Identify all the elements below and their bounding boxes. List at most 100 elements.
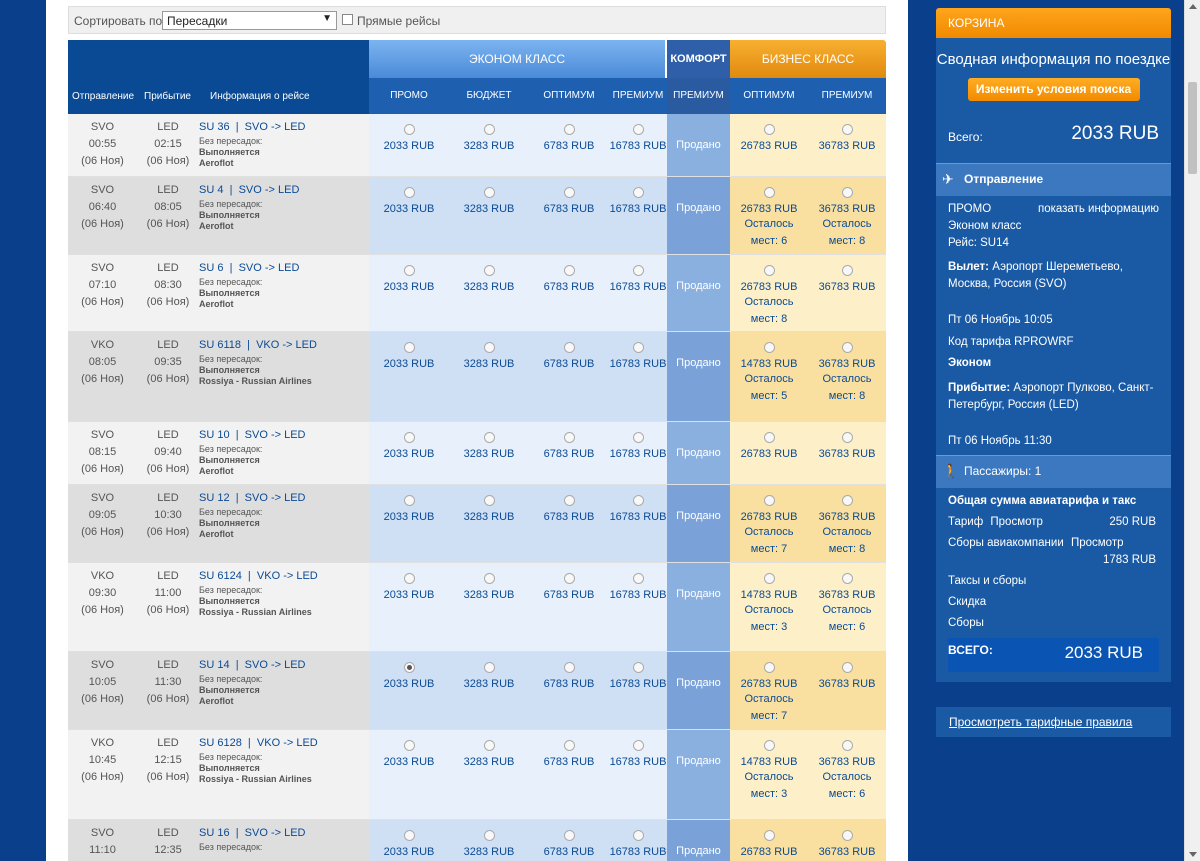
route-link[interactable]: SVO -> LED	[244, 827, 306, 839]
fare-radio[interactable]	[841, 495, 853, 506]
flight-number-link[interactable]: SU 10	[199, 429, 230, 441]
fare-cell[interactable]: 3283 RUB	[449, 652, 529, 729]
fare-cell[interactable]: 3283 RUB	[449, 485, 529, 562]
fare-radio[interactable]	[841, 432, 853, 443]
fare-radio[interactable]	[763, 662, 775, 673]
fare-radio[interactable]	[403, 740, 415, 751]
fare-cell[interactable]: 2033 RUB	[369, 652, 449, 729]
fare-radio[interactable]	[483, 124, 495, 135]
fare-radio[interactable]	[483, 187, 495, 198]
fare-cell[interactable]: 16783 RUB	[609, 820, 667, 861]
fare-radio[interactable]	[632, 740, 644, 751]
fare-radio[interactable]	[632, 830, 644, 841]
fare-cell[interactable]: 36783 RUB	[808, 114, 886, 176]
fare-radio[interactable]	[563, 740, 575, 751]
fare-cell[interactable]: 26783 RUB	[730, 820, 808, 861]
fare-radio[interactable]	[763, 124, 775, 135]
fare-cell[interactable]: 6783 RUB	[529, 730, 609, 819]
fare-cell[interactable]: 6783 RUB	[529, 820, 609, 861]
fare-radio[interactable]	[632, 432, 644, 443]
sort-select[interactable]: Пересадки ▼	[162, 11, 337, 30]
show-info-link[interactable]: показать информацию	[1037, 203, 1159, 215]
fare-cell[interactable]: 36783 RUB Осталось мест: 8	[808, 485, 886, 562]
fare-radio[interactable]	[403, 432, 415, 443]
fare-radio[interactable]	[483, 342, 495, 353]
scroll-up-icon[interactable]	[1189, 4, 1197, 9]
fare-cell[interactable]: 6783 RUB	[529, 114, 609, 176]
direct-flights-label[interactable]: Прямые рейсы	[357, 14, 441, 28]
fare-radio[interactable]	[563, 495, 575, 506]
route-link[interactable]: SVO -> LED	[244, 659, 306, 671]
fare-radio[interactable]	[841, 662, 853, 673]
fare-cell[interactable]: 6783 RUB	[529, 563, 609, 651]
fare-cell[interactable]: 3283 RUB	[449, 820, 529, 861]
fare-radio[interactable]	[841, 573, 853, 584]
fare-radio[interactable]	[841, 830, 853, 841]
fare-radio[interactable]	[403, 342, 415, 353]
fare-cell[interactable]: 36783 RUB	[808, 422, 886, 484]
fare-radio[interactable]	[841, 265, 853, 276]
fare-radio[interactable]	[632, 573, 644, 584]
fare-radio[interactable]	[763, 573, 775, 584]
fare-cell[interactable]: 2033 RUB	[369, 820, 449, 861]
fare-radio[interactable]	[403, 830, 415, 841]
fare-radio[interactable]	[563, 187, 575, 198]
fare-cell[interactable]: 6783 RUB	[529, 422, 609, 484]
fare-cell[interactable]: 16783 RUB	[609, 652, 667, 729]
fare-cell[interactable]: 36783 RUB	[808, 820, 886, 861]
fare-cell[interactable]: 14783 RUB Осталось мест: 3	[730, 730, 808, 819]
flight-number-link[interactable]: SU 16	[199, 827, 230, 839]
fare-cell[interactable]: 2033 RUB	[369, 422, 449, 484]
fare-radio[interactable]	[563, 342, 575, 353]
fare-cell[interactable]: 16783 RUB	[609, 422, 667, 484]
fare-cell[interactable]: 16783 RUB	[609, 563, 667, 651]
route-link[interactable]: SVO -> LED	[244, 429, 306, 441]
fare-cell[interactable]: 16783 RUB	[609, 730, 667, 819]
fare-radio[interactable]	[841, 187, 853, 198]
fare-cell[interactable]: 16783 RUB	[609, 485, 667, 562]
fare-cell[interactable]: 3283 RUB	[449, 332, 529, 421]
fare-radio[interactable]	[632, 187, 644, 198]
scrollbar-thumb[interactable]	[1188, 82, 1197, 174]
fare-radio[interactable]	[403, 662, 415, 673]
route-link[interactable]: SVO -> LED	[238, 184, 300, 196]
fare-radio[interactable]	[763, 495, 775, 506]
fare-cell[interactable]: 3283 RUB	[449, 422, 529, 484]
fare-radio[interactable]	[763, 342, 775, 353]
fare-radio[interactable]	[841, 124, 853, 135]
direct-flights-checkbox[interactable]	[342, 14, 353, 25]
fare-cell[interactable]: 2033 RUB	[369, 563, 449, 651]
fare-radio[interactable]	[841, 342, 853, 353]
fare-cell[interactable]: 3283 RUB	[449, 563, 529, 651]
tariff-view-link[interactable]: Просмотр	[990, 516, 1043, 528]
fare-radio[interactable]	[403, 187, 415, 198]
fare-radio[interactable]	[403, 124, 415, 135]
fare-rules-link[interactable]: Просмотреть тарифные правила	[936, 707, 1171, 737]
route-link[interactable]: SVO -> LED	[238, 262, 300, 274]
fare-cell[interactable]: 36783 RUB Осталось мест: 8	[808, 332, 886, 421]
route-link[interactable]: SVO -> LED	[244, 121, 306, 133]
flight-number-link[interactable]: SU 36	[199, 121, 230, 133]
flight-number-link[interactable]: SU 6118	[199, 339, 241, 351]
flight-number-link[interactable]: SU 14	[199, 659, 230, 671]
fare-cell[interactable]: 3283 RUB	[449, 114, 529, 176]
fare-cell[interactable]: 6783 RUB	[529, 255, 609, 331]
fare-cell[interactable]: 2033 RUB	[369, 485, 449, 562]
fare-radio[interactable]	[763, 187, 775, 198]
fare-radio[interactable]	[563, 830, 575, 841]
route-link[interactable]: SVO -> LED	[244, 492, 306, 504]
fare-cell[interactable]: 6783 RUB	[529, 485, 609, 562]
fare-cell[interactable]: 26783 RUB Осталось мест: 7	[730, 652, 808, 729]
fare-cell[interactable]: 26783 RUB Осталось мест: 8	[730, 255, 808, 331]
fare-radio[interactable]	[632, 495, 644, 506]
fare-cell[interactable]: 36783 RUB Осталось мест: 6	[808, 563, 886, 651]
fare-radio[interactable]	[483, 740, 495, 751]
fare-cell[interactable]: 36783 RUB	[808, 255, 886, 331]
fare-radio[interactable]	[632, 265, 644, 276]
flight-number-link[interactable]: SU 6124	[199, 570, 242, 582]
fare-cell[interactable]: 3283 RUB	[449, 730, 529, 819]
fare-cell[interactable]: 6783 RUB	[529, 177, 609, 254]
fare-cell[interactable]: 26783 RUB	[730, 114, 808, 176]
fare-cell[interactable]: 26783 RUB	[730, 422, 808, 484]
fare-cell[interactable]: 14783 RUB Осталось мест: 3	[730, 563, 808, 651]
